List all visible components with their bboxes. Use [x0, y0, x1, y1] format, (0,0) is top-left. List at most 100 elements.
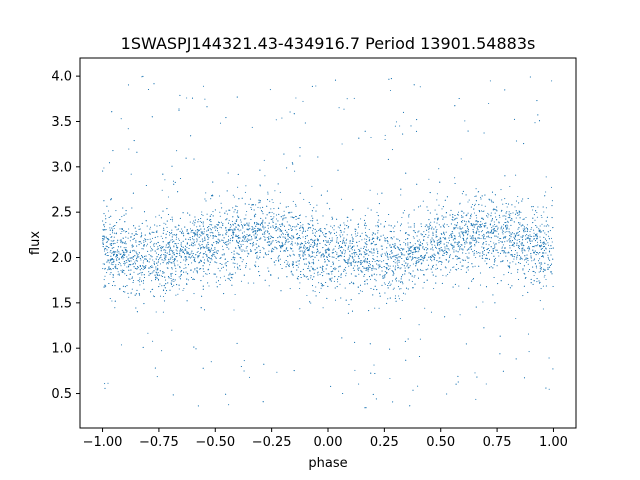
data-point — [494, 224, 496, 226]
data-point — [415, 265, 417, 267]
data-point — [485, 224, 487, 226]
data-point — [457, 227, 459, 229]
data-point — [367, 270, 369, 272]
data-point — [499, 238, 501, 240]
data-point — [336, 241, 338, 243]
data-point — [216, 262, 218, 264]
data-point — [532, 217, 534, 219]
data-point — [165, 246, 167, 248]
data-point — [270, 243, 272, 245]
data-point — [503, 251, 505, 253]
data-point — [467, 269, 469, 271]
data-point — [335, 250, 337, 252]
data-point — [368, 266, 370, 268]
data-point — [194, 235, 196, 237]
data-point — [245, 214, 247, 216]
data-point — [446, 248, 448, 250]
data-point — [508, 228, 510, 230]
data-point — [435, 247, 438, 249]
data-point — [498, 239, 500, 241]
data-point — [524, 229, 526, 231]
data-point — [418, 250, 420, 252]
data-point — [137, 254, 139, 256]
data-point — [378, 307, 380, 309]
data-point — [336, 218, 338, 220]
data-point — [397, 247, 399, 249]
data-point — [201, 211, 203, 213]
data-point — [383, 260, 385, 262]
data-point — [525, 257, 527, 259]
data-point — [269, 89, 271, 91]
data-point — [397, 286, 400, 288]
data-point — [375, 268, 377, 270]
data-point — [105, 222, 107, 224]
data-point — [526, 254, 528, 256]
data-point — [171, 218, 174, 220]
data-point — [197, 230, 199, 232]
data-point — [549, 248, 551, 250]
data-point — [436, 240, 438, 242]
data-point — [192, 231, 194, 234]
data-point — [129, 278, 131, 280]
data-point — [177, 293, 179, 295]
data-point — [440, 243, 442, 245]
data-point — [476, 230, 478, 232]
data-point — [351, 234, 353, 236]
data-point — [192, 238, 194, 240]
data-point — [514, 249, 517, 252]
data-point — [404, 270, 406, 273]
data-point — [483, 233, 485, 235]
data-point — [356, 253, 358, 255]
data-point — [346, 234, 348, 236]
data-point — [292, 250, 294, 252]
data-point — [196, 239, 198, 241]
data-point — [226, 231, 228, 234]
data-point — [271, 247, 273, 249]
data-point — [302, 230, 304, 232]
data-point — [430, 268, 432, 270]
data-point — [287, 233, 289, 235]
data-point — [305, 236, 307, 238]
data-point — [111, 247, 113, 249]
data-point — [291, 162, 293, 164]
data-point — [308, 253, 310, 255]
data-point — [249, 234, 251, 236]
data-point — [528, 250, 530, 252]
data-point — [407, 234, 409, 236]
data-point — [272, 220, 274, 222]
data-point — [496, 230, 498, 232]
data-point — [250, 208, 253, 210]
data-point — [481, 230, 484, 232]
data-point — [409, 252, 411, 254]
data-point — [345, 272, 347, 274]
data-point — [470, 248, 472, 250]
data-point — [128, 264, 130, 266]
data-point — [223, 275, 225, 277]
data-point — [389, 265, 391, 267]
data-point — [148, 232, 151, 234]
data-point — [287, 241, 289, 243]
data-point — [364, 232, 367, 234]
data-point — [191, 262, 193, 264]
data-point — [481, 223, 483, 225]
data-point — [312, 224, 314, 226]
data-point — [151, 116, 153, 118]
data-point — [311, 278, 314, 280]
data-point — [374, 372, 376, 375]
data-point — [320, 255, 322, 257]
data-point — [169, 234, 171, 236]
data-point — [311, 185, 313, 187]
data-point — [349, 283, 351, 285]
data-point — [246, 224, 248, 226]
data-point — [256, 234, 258, 236]
data-point — [500, 261, 502, 263]
data-point — [101, 238, 104, 240]
data-point — [282, 233, 285, 235]
data-point — [389, 256, 391, 258]
data-point — [159, 283, 161, 285]
data-point — [207, 228, 209, 230]
data-point — [376, 256, 378, 258]
data-point — [234, 293, 236, 296]
data-point — [117, 271, 119, 273]
data-point — [384, 271, 386, 273]
